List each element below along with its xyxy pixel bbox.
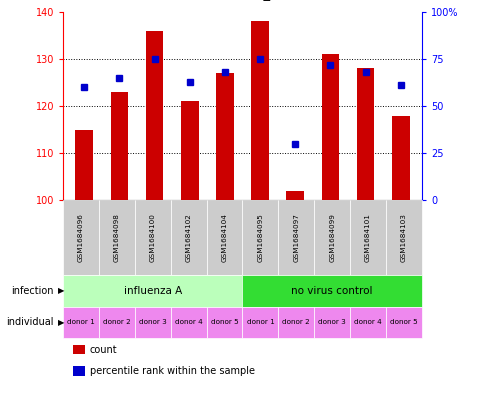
Bar bbox=[391, 116, 409, 200]
Text: donor 4: donor 4 bbox=[174, 319, 202, 325]
Text: donor 4: donor 4 bbox=[353, 319, 381, 325]
Bar bbox=[251, 21, 268, 200]
Text: GSM1684099: GSM1684099 bbox=[329, 213, 334, 262]
Bar bbox=[145, 31, 163, 200]
Text: donor 1: donor 1 bbox=[67, 319, 95, 325]
Text: donor 1: donor 1 bbox=[246, 319, 274, 325]
Text: donor 2: donor 2 bbox=[282, 319, 310, 325]
Text: donor 5: donor 5 bbox=[389, 319, 417, 325]
Text: GSM1684098: GSM1684098 bbox=[114, 213, 120, 262]
Text: GSM1684100: GSM1684100 bbox=[150, 213, 155, 262]
Bar bbox=[286, 191, 303, 200]
Bar bbox=[110, 92, 128, 200]
Text: donor 3: donor 3 bbox=[138, 319, 166, 325]
Text: individual: individual bbox=[6, 317, 53, 327]
Text: GSM1684097: GSM1684097 bbox=[293, 213, 299, 262]
Bar bbox=[216, 73, 233, 200]
Bar bbox=[181, 101, 198, 200]
Text: infection: infection bbox=[11, 286, 53, 296]
Bar bbox=[75, 130, 93, 200]
Text: GSM1684096: GSM1684096 bbox=[78, 213, 84, 262]
Text: influenza A: influenza A bbox=[123, 286, 182, 296]
Text: count: count bbox=[90, 345, 117, 355]
Text: GSM1684103: GSM1684103 bbox=[400, 213, 406, 262]
Text: percentile rank within the sample: percentile rank within the sample bbox=[90, 366, 254, 376]
Text: donor 2: donor 2 bbox=[103, 319, 131, 325]
Bar bbox=[321, 54, 339, 200]
Text: GSM1684095: GSM1684095 bbox=[257, 213, 263, 262]
Text: ▶: ▶ bbox=[58, 318, 64, 327]
Text: donor 3: donor 3 bbox=[318, 319, 346, 325]
Text: no virus control: no virus control bbox=[291, 286, 372, 296]
Bar bbox=[356, 68, 374, 200]
Text: donor 5: donor 5 bbox=[210, 319, 238, 325]
Text: GSM1684104: GSM1684104 bbox=[221, 213, 227, 262]
Text: GSM1684101: GSM1684101 bbox=[364, 213, 370, 262]
Text: ▶: ▶ bbox=[58, 286, 64, 295]
Text: GSM1684102: GSM1684102 bbox=[185, 213, 191, 262]
